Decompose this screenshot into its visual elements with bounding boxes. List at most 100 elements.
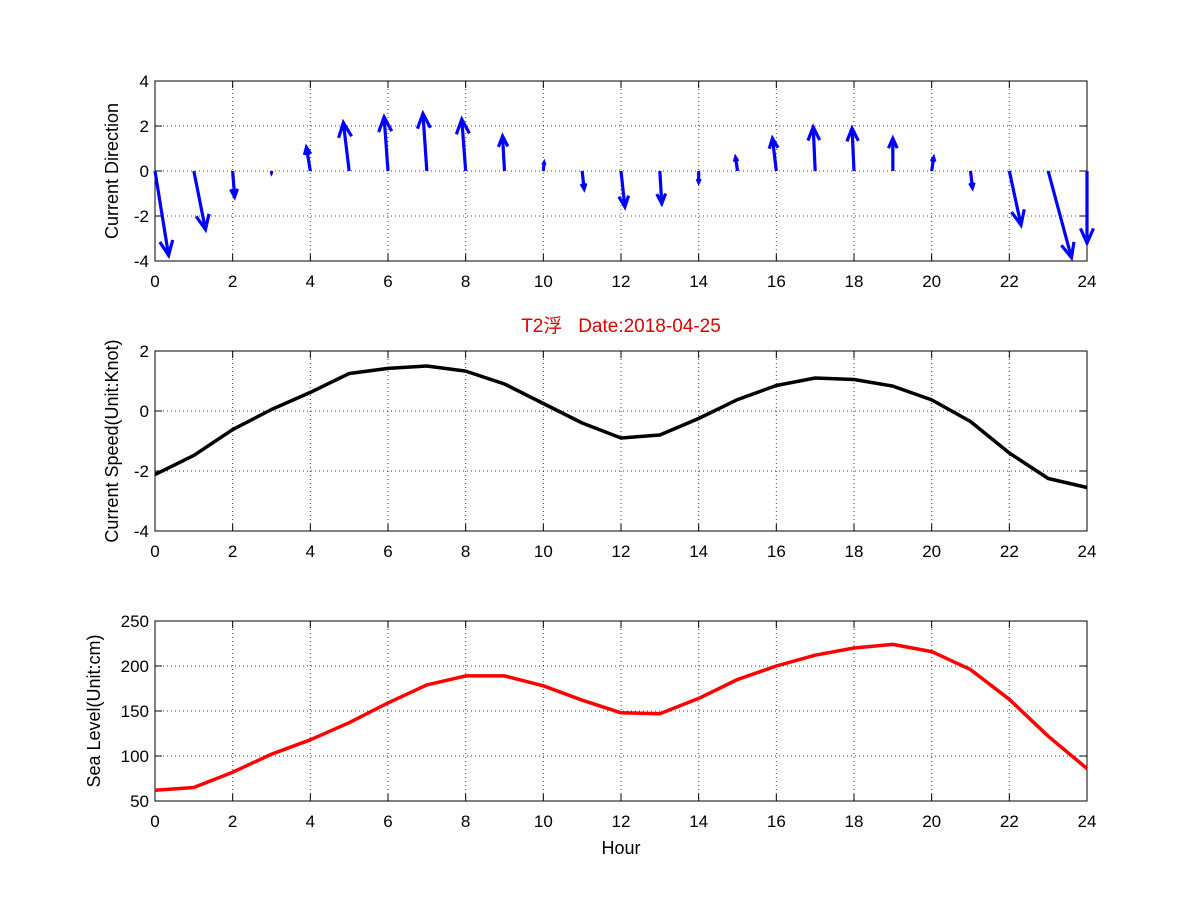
arrow-shaft [1046, 170, 1074, 259]
arrow-shaft [1007, 170, 1023, 226]
arrow-head [302, 143, 313, 156]
x-tick-label: 14 [689, 272, 708, 291]
arrow-shaft [811, 127, 817, 172]
current-arrow [153, 170, 175, 260]
y-tick-label: 2 [140, 117, 149, 136]
arrow-head [1010, 209, 1026, 229]
axes-frame [154, 350, 1088, 532]
arrow-shaft [421, 113, 429, 172]
y-tick-label: 2 [140, 342, 149, 361]
arrow-head [229, 188, 240, 201]
arrow-head [929, 153, 937, 163]
x-tick-label: 14 [689, 812, 708, 831]
x-tick-label: 10 [534, 272, 553, 291]
x-tick-label: 12 [612, 272, 631, 291]
axes-frame [154, 620, 1088, 802]
x-tick-label: 24 [1078, 272, 1097, 291]
current-arrow [929, 153, 937, 172]
current-arrow [806, 123, 822, 172]
y-axis-label: Current Speed(Unit:Knot) [102, 339, 122, 542]
current-arrow [767, 134, 780, 172]
data-series-line [154, 364, 1088, 490]
y-tick-label: -4 [134, 522, 149, 541]
x-tick-label: 8 [461, 272, 470, 291]
arrow-head [968, 182, 976, 192]
current-arrow [695, 171, 702, 187]
x-tick-label: 22 [1000, 542, 1019, 561]
arrow-head [617, 195, 631, 211]
current-arrow [415, 109, 432, 172]
arrow-head [1079, 227, 1095, 247]
arrow-shaft [500, 136, 507, 172]
data-series-line [154, 642, 1089, 792]
current-arrow [617, 170, 631, 211]
arrow-head [541, 158, 547, 166]
current-arrow [579, 170, 588, 193]
y-tick-label: 0 [140, 402, 149, 421]
y-tick-label: 250 [121, 612, 149, 631]
x-tick-label: 12 [612, 812, 631, 831]
x-tick-label: 22 [1000, 812, 1019, 831]
current-arrow [337, 118, 353, 172]
arrow-shaft [460, 119, 468, 172]
y-tick-label: 4 [140, 72, 149, 91]
current-arrow [302, 143, 313, 172]
current-arrow [886, 134, 899, 171]
current-arrow [541, 158, 547, 172]
arrow-shaft [231, 170, 237, 197]
arrow-head [1060, 241, 1076, 262]
current-arrow [845, 124, 860, 172]
current-arrow [732, 153, 740, 172]
current-arrow [377, 113, 394, 172]
x-tick-label: 2 [228, 812, 237, 831]
arrow-head [695, 178, 702, 187]
x-tick-label: 20 [922, 272, 941, 291]
x-tick-label: 16 [767, 542, 786, 561]
x-tick-label: 2 [228, 542, 237, 561]
current-arrow [1007, 170, 1026, 229]
arrow-head [194, 213, 211, 234]
x-tick-label: 24 [1078, 812, 1097, 831]
current-arrow [229, 170, 240, 201]
x-tick-label: 18 [845, 812, 864, 831]
arrow-head [767, 134, 780, 150]
arrow-head [655, 192, 668, 208]
x-tick-label: 12 [612, 542, 631, 561]
arrow-head [158, 239, 175, 260]
x-tick-label: 20 [922, 542, 941, 561]
current-arrow [454, 115, 471, 172]
arrow-shaft [382, 116, 390, 172]
arrow-head [496, 132, 510, 148]
y-tick-label: 50 [130, 792, 149, 811]
y-tick-label: 200 [121, 657, 149, 676]
x-axis-label: Hour [601, 838, 640, 858]
x-tick-label: 10 [534, 812, 553, 831]
x-tick-label: 2 [228, 272, 237, 291]
arrow-shaft [304, 147, 312, 172]
x-tick-label: 18 [845, 542, 864, 561]
arrow-shaft [192, 170, 208, 230]
y-tick-label: 100 [121, 747, 149, 766]
y-tick-label: 0 [140, 162, 149, 181]
y-axis-label: Current Direction [102, 103, 122, 239]
y-tick-label: 150 [121, 702, 149, 721]
x-tick-label: 6 [383, 542, 392, 561]
x-tick-label: 6 [383, 812, 392, 831]
current-arrow [1079, 171, 1095, 247]
arrow-head [337, 118, 353, 139]
arrow-shaft [850, 128, 856, 172]
current-arrow [496, 132, 510, 172]
arrow-shaft [153, 170, 171, 256]
arrow-shaft [341, 122, 351, 172]
arrow-head [415, 109, 432, 130]
x-tick-label: 8 [461, 542, 470, 561]
current-arrow [968, 170, 976, 192]
current-arrow [192, 170, 211, 234]
arrow-head [806, 123, 822, 142]
arrow-shaft [658, 170, 664, 204]
x-tick-label: 8 [461, 812, 470, 831]
chart-title: T2浮 Date:2018-04-25 [521, 315, 721, 337]
x-tick-label: 0 [150, 812, 159, 831]
